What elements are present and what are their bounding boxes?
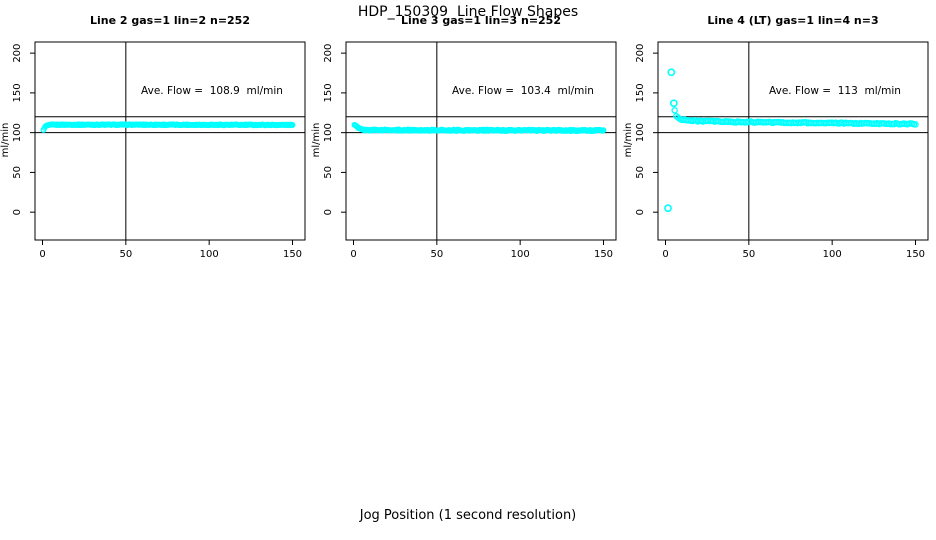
ave-flow-annotation: Ave. Flow = 108.9 ml/min: [141, 85, 283, 97]
ave-flow-annotation: Ave. Flow = 103.4 ml/min: [452, 85, 594, 97]
y-tick-label: 150: [635, 83, 646, 102]
panel-line-2-plot: 0 50 100 150 0 50 100 150 200 ml/min Ave. Flow = 1…: [0, 41, 306, 260]
data-points: [351, 121, 607, 135]
panel-line-2-title: Line 2 gas=1 lin=2 n=252: [89, 14, 250, 27]
x-tick-label: 150: [283, 249, 302, 260]
x-tick-label: 100: [200, 249, 219, 260]
ave-flow-annotation: Ave. Flow = 113 ml/min: [769, 85, 901, 97]
x-tick-label: 100: [511, 249, 530, 260]
y-axis: 0 50 100 150 200: [635, 44, 658, 215]
data-points: [40, 121, 296, 133]
reference-lines: [658, 42, 928, 240]
y-axis: 0 50 100 150 200: [323, 44, 346, 215]
panel-line-4: Line 4 (LT) gas=1 lin=4 n=3 0 50 100 150 0 50…: [623, 14, 936, 264]
x-tick-label: 0: [350, 249, 356, 260]
y-axis-title: ml/min: [623, 123, 634, 158]
y-tick-label: 100: [323, 123, 334, 142]
y-tick-label: 50: [323, 166, 334, 179]
plot-box: [345, 41, 617, 241]
x-tick-label: 0: [39, 249, 45, 260]
x-tick-label: 50: [742, 249, 755, 260]
y-tick-label: 50: [635, 166, 646, 179]
y-tick-label: 100: [635, 123, 646, 142]
x-tick-label: 50: [430, 249, 443, 260]
data-points: [664, 68, 919, 213]
x-tick-label: 50: [119, 249, 132, 260]
x-tick-label: 150: [906, 249, 925, 260]
y-tick-label: 100: [12, 123, 23, 142]
panel-line-3-title: Line 3 gas=1 lin=3 n=252: [400, 14, 561, 27]
y-axis-title: ml/min: [0, 123, 11, 158]
y-tick-label: 200: [12, 44, 23, 63]
y-tick-label: 0: [635, 209, 646, 215]
panel-line-2: Line 2 gas=1 lin=2 n=252 0 50 100 150 0 50 100…: [0, 14, 330, 264]
plot-box: [34, 41, 306, 241]
x-axis: 0 50 100 150: [39, 240, 302, 260]
x-tick-label: 150: [594, 249, 613, 260]
reference-lines: [35, 42, 305, 240]
figure-title: HDP_150309 Line Flow Shapes: [357, 4, 579, 20]
panel-line-4-plot: 0 50 100 150 0 50 100 150 200 ml/min Ave. Flow = 1…: [623, 41, 929, 260]
y-axis-title: ml/min: [311, 123, 322, 158]
y-axis: 0 50 100 150 200: [12, 44, 35, 215]
x-tick-label: 100: [823, 249, 842, 260]
y-tick-label: 150: [323, 83, 334, 102]
y-tick-label: 50: [12, 166, 23, 179]
panel-line-4-title: Line 4 (LT) gas=1 lin=4 n=3: [707, 14, 879, 27]
reference-lines: [346, 42, 616, 240]
plot-box: [657, 41, 929, 241]
y-tick-label: 0: [12, 209, 23, 215]
x-axis: 0 50 100 150: [350, 240, 613, 260]
y-tick-label: 200: [323, 44, 334, 63]
x-tick-label: 0: [662, 249, 668, 260]
panel-line-3-plot: 0 50 100 150 0 50 100 150 200 ml/min Ave. Flow = 1…: [311, 41, 617, 260]
panel-line-3: Line 3 gas=1 lin=3 n=252 0 50 100 150 0 50 100…: [311, 14, 641, 264]
x-axis-label: Jog Position (1 second resolution): [359, 508, 577, 523]
y-tick-label: 200: [635, 44, 646, 63]
x-axis: 0 50 100 150: [662, 240, 925, 260]
y-tick-label: 0: [323, 209, 334, 215]
y-tick-label: 150: [12, 83, 23, 102]
